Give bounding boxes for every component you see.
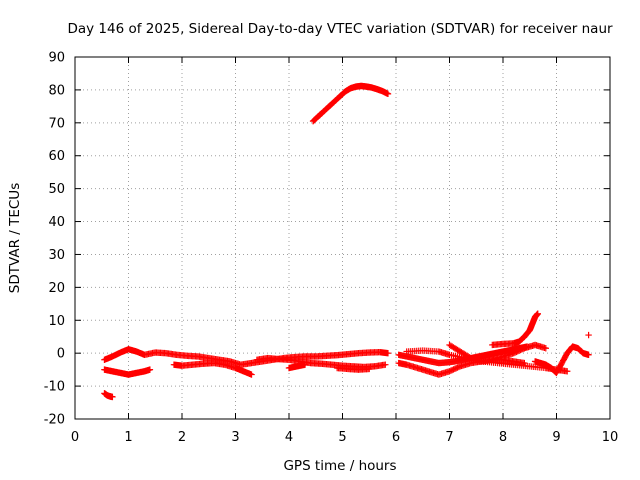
y-tick-label: 40 xyxy=(48,215,65,230)
series-3 xyxy=(101,366,154,378)
y-axis-label: SDTVAR / TECUs xyxy=(7,183,23,293)
y-tick-label: 0 xyxy=(57,347,65,362)
data-point xyxy=(384,90,392,98)
y-tick-label: 20 xyxy=(48,281,65,296)
data-point xyxy=(384,349,392,357)
y-tick-label: 90 xyxy=(48,51,65,66)
y-tick-label: -10 xyxy=(44,380,65,395)
y-tick-label: 50 xyxy=(48,182,65,197)
x-tick-label: 9 xyxy=(552,430,560,445)
y-tick-label: 80 xyxy=(48,83,65,98)
data-point xyxy=(382,361,389,368)
x-tick-label: 6 xyxy=(392,430,400,445)
series-6 xyxy=(285,361,309,372)
y-tick-label: -20 xyxy=(44,413,65,428)
series-13 xyxy=(531,343,592,377)
data-point xyxy=(366,365,373,373)
axis-ticks: 0 1 2 3 4 5 6 7 8 9 10 -20 -10 0 10 20 30 40 50 60 70 80 90 xyxy=(44,51,619,446)
data-point xyxy=(564,368,571,375)
x-tick-label: 1 xyxy=(124,430,132,445)
data-point xyxy=(534,310,541,317)
data-point xyxy=(585,331,592,339)
x-tick-label: 3 xyxy=(231,430,239,445)
series-0 xyxy=(101,390,116,401)
data-point xyxy=(585,351,592,359)
x-tick-label: 8 xyxy=(499,430,507,445)
series-14 xyxy=(585,331,592,339)
x-tick-label: 5 xyxy=(338,430,346,445)
y-tick-label: 60 xyxy=(48,149,65,164)
data-point xyxy=(109,393,116,401)
x-tick-label: 2 xyxy=(178,430,186,445)
y-tick-label: 30 xyxy=(48,248,65,263)
series-1 xyxy=(309,82,392,125)
data-point xyxy=(301,361,309,368)
data-point xyxy=(542,345,549,352)
data-point xyxy=(146,366,154,373)
x-tick-label: 0 xyxy=(71,430,79,445)
x-tick-label: 7 xyxy=(445,430,453,445)
x-tick-label: 10 xyxy=(602,430,619,445)
series-4 xyxy=(170,359,255,378)
x-axis-label: GPS time / hours xyxy=(283,458,396,474)
grid-lines xyxy=(75,57,610,419)
series-11 xyxy=(446,341,549,365)
data-point xyxy=(248,371,255,378)
data-points xyxy=(101,82,592,401)
chart-title: Day 146 of 2025, Sidereal Day-to-day VTE… xyxy=(67,21,613,37)
y-tick-label: 70 xyxy=(48,116,65,131)
y-tick-label: 10 xyxy=(48,314,65,329)
series-7 xyxy=(333,364,373,373)
x-tick-label: 4 xyxy=(285,430,293,445)
series-12 xyxy=(489,310,541,349)
